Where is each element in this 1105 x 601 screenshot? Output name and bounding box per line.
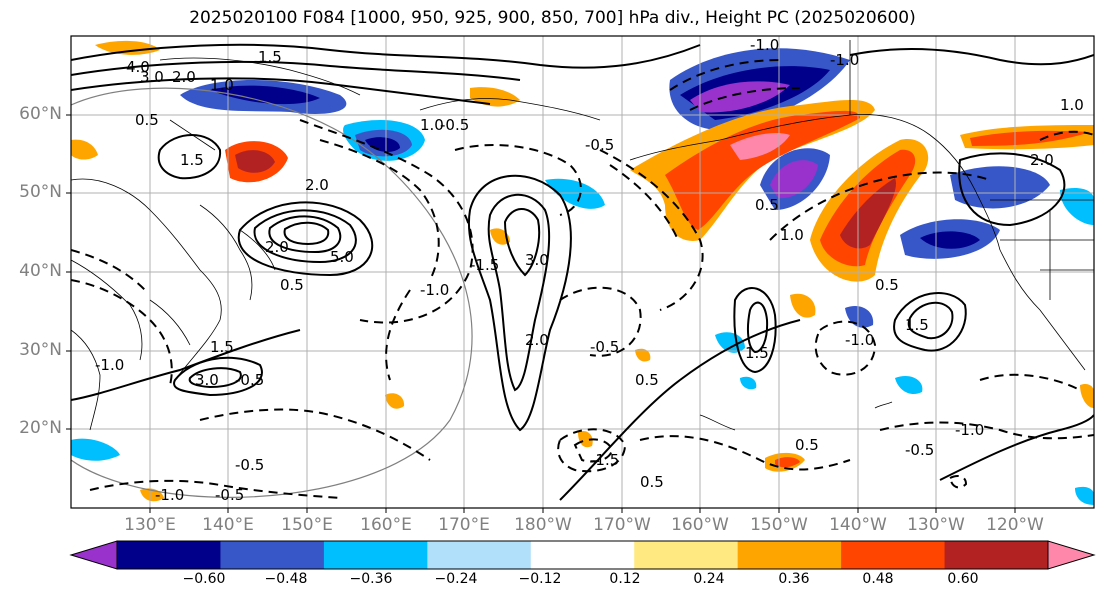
contour-label: 4.0 [126,58,150,76]
colorbar-tick-label: −0.60 [182,571,226,587]
lon-label: 160°E [360,515,412,535]
contour-label: 1.5 [258,48,282,66]
contour-label: -1.0 [845,331,874,349]
lat-label: 50°N [19,182,62,202]
contour-label: -0.5 [235,371,264,389]
colorbar-tick-label: −0.48 [264,571,308,587]
contour-label: -1.5 [470,256,499,274]
colorbar-tick-label: 0.60 [947,571,979,587]
contour-label: 3.0 [195,371,219,389]
divergence-shading [71,40,1094,505]
lon-label: 130°W [907,515,965,535]
lon-label: 180°W [514,515,572,535]
lat-label: 20°N [19,418,62,438]
contour-label: 2.0 [525,331,549,349]
contour-label: 3.0 [140,68,164,86]
lat-label: 30°N [19,340,62,360]
map-title: 2025020100 F084 [1000, 950, 925, 900, 85… [189,8,916,28]
contour-label: -1.0 [420,281,449,299]
contour-label: 1.5 [905,316,929,334]
axis-ticks [66,114,1016,513]
lon-label: 150°E [281,515,333,535]
contour-label: 0.5 [635,371,659,389]
contour-label: 1.0 [1060,96,1084,114]
contour-label: -0.5 [215,486,244,504]
contour-label: 1.5 [745,344,769,362]
contour-label: -1.0 [830,51,859,69]
lon-label: 140°E [202,515,254,535]
negative-contours [71,59,1094,499]
colorbar-tick-label: −0.36 [349,571,393,587]
contour-label: 2.0 [265,238,289,256]
lon-label: 170°W [593,515,651,535]
contour-label: -1.0 [155,486,184,504]
contour-label: 0.5 [755,196,779,214]
contour-label: 1.5 [210,338,234,356]
contour-label: 0.5 [640,473,664,491]
contour-label: 1.0 [420,116,444,134]
lat-label: 40°N [19,261,62,281]
contour-label: -1.0 [750,36,779,54]
colorbar-tick-label: 0.24 [693,571,725,587]
lat-label: 60°N [19,104,62,124]
contour-label: -1.0 [95,356,124,374]
contour-label: 0.5 [280,276,304,294]
colorbar-tick-label: −0.12 [518,571,562,587]
contour-label: -0.5 [235,456,264,474]
colorbar-tick-label: 0.36 [778,571,810,587]
contour-label: -0.5 [905,441,934,459]
lon-label: 120°W [986,515,1044,535]
contour-label: 3.0 [525,251,549,269]
lon-label: 150°W [750,515,808,535]
contour-label: 0.5 [135,111,159,129]
height-contours [71,43,1094,501]
contour-label: 0.5 [795,436,819,454]
contour-label: -0.5 [590,338,619,356]
contour-label: 2.0 [305,176,329,194]
colorbar-tick-label: −0.24 [434,571,478,587]
lon-label: 130°E [124,515,176,535]
contour-label: -0.5 [440,116,469,134]
contour-label: 2.0 [1030,151,1054,169]
lon-label: 140°W [829,515,887,535]
graticule [71,36,1094,508]
colorbar-tick-label: 0.48 [862,571,894,587]
contour-label: 1.5 [180,151,204,169]
contour-labels: 4.0 3.0 2.0 1.5 1.0 0.5 -0.5 -1.0 -1.5 2… [95,36,1084,504]
contour-label: 1.0 [210,76,234,94]
colorbar-tick-label: 0.12 [609,571,641,587]
contour-label: 2.0 [172,68,196,86]
contour-label: 0.5 [875,276,899,294]
contour-label: -0.5 [585,136,614,154]
contour-label: 5.0 [330,248,354,266]
contour-label: 1.0 [780,226,804,244]
lon-label: 170°E [438,515,490,535]
lon-label: 160°W [671,515,729,535]
contour-label: -1.5 [590,451,619,469]
great-circle [71,87,473,498]
contour-label: -1.0 [955,421,984,439]
